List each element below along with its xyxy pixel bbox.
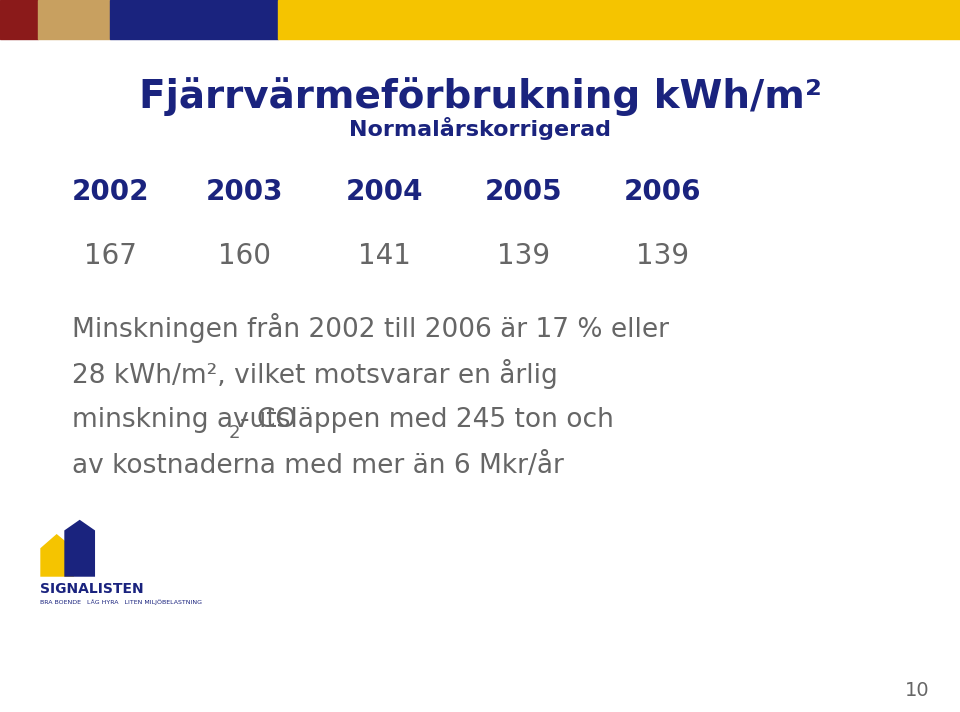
Text: 139: 139 (636, 242, 689, 271)
Text: 139: 139 (496, 242, 550, 271)
Text: Fjärrvärmeförbrukning kWh/m²: Fjärrvärmeförbrukning kWh/m² (138, 77, 822, 115)
Text: Normalårskorrigerad: Normalårskorrigerad (349, 117, 611, 140)
Text: BRA BOENDE   LÅG HYRA   LITEN MILJÖBELASTNING: BRA BOENDE LÅG HYRA LITEN MILJÖBELASTNIN… (40, 599, 203, 604)
Text: SIGNALISTEN: SIGNALISTEN (40, 582, 144, 596)
Text: 10: 10 (904, 681, 929, 700)
Bar (0, 0, 38, 39)
Text: 2006: 2006 (624, 178, 701, 206)
Text: 2003: 2003 (206, 178, 283, 206)
Text: 141: 141 (357, 242, 411, 271)
Bar (110, 0, 278, 39)
Bar (278, 0, 960, 39)
Text: Minskningen från 2002 till 2006 är 17 % eller: Minskningen från 2002 till 2006 är 17 % … (72, 313, 669, 342)
Bar (38, 0, 110, 39)
Text: 28 kWh/m², vilket motsvarar en årlig: 28 kWh/m², vilket motsvarar en årlig (72, 359, 558, 389)
Text: -utsläppen med 245 ton och: -utsläppen med 245 ton och (240, 407, 613, 433)
Text: 2: 2 (228, 424, 240, 442)
Text: 160: 160 (218, 242, 272, 271)
Text: minskning av CO: minskning av CO (72, 407, 296, 433)
Text: av kostnaderna med mer än 6 Mkr/år: av kostnaderna med mer än 6 Mkr/år (72, 454, 564, 479)
Text: 2002: 2002 (72, 178, 149, 206)
Text: 2004: 2004 (346, 178, 422, 206)
Text: 2005: 2005 (485, 178, 562, 206)
Text: 167: 167 (84, 242, 137, 271)
